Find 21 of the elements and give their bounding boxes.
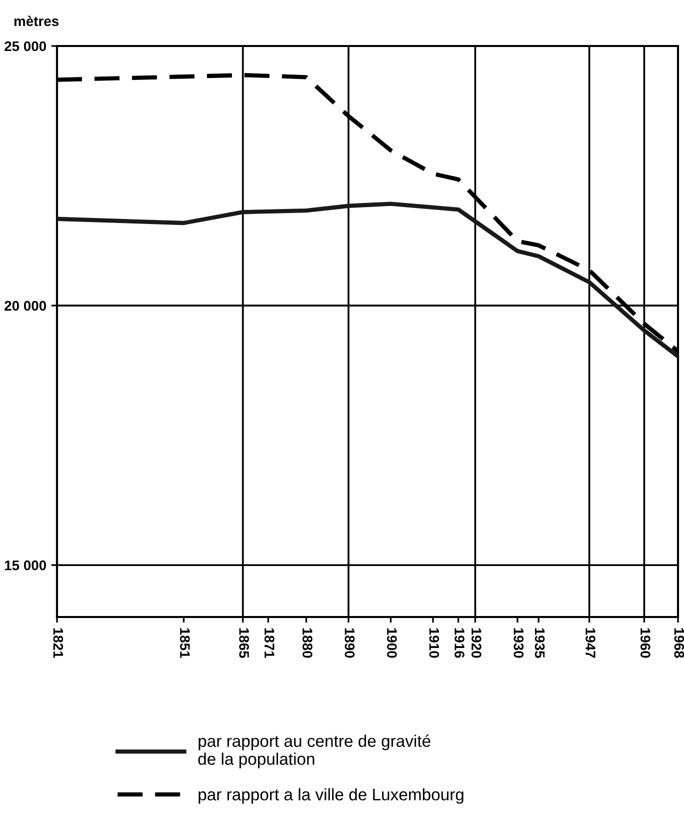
x-tick-label: 1865: [239, 628, 249, 658]
legend-label: par rapport au centre de gravité de la population: [198, 734, 430, 768]
y-tick-label: 15 000: [4, 560, 46, 570]
x-tick-label: 1930: [514, 628, 524, 658]
x-tick-label: 1960: [640, 628, 650, 658]
x-tick-label: 1916: [454, 628, 464, 658]
x-tick-label: 1910: [429, 628, 440, 658]
x-tick-label: 1821: [53, 628, 64, 658]
x-tick-label: 1890: [344, 628, 355, 658]
y-tick-label: 20 000: [4, 300, 46, 311]
x-tick-label: 1851: [180, 628, 190, 658]
y-axis-title: mètres: [14, 16, 59, 26]
x-tick-label: 1920: [471, 628, 482, 658]
x-tick-label: 1947: [586, 628, 596, 658]
legend-label: par rapport a la ville de Luxembourg: [198, 788, 464, 804]
x-tick-label: 1935: [534, 628, 545, 658]
x-tick-label: 1900: [387, 628, 397, 658]
x-tick-label: 1880: [302, 628, 312, 658]
x-tick-label: 1871: [264, 628, 274, 658]
x-tick-label: 1968: [674, 628, 684, 658]
y-tick-label: 25 000: [4, 41, 46, 52]
